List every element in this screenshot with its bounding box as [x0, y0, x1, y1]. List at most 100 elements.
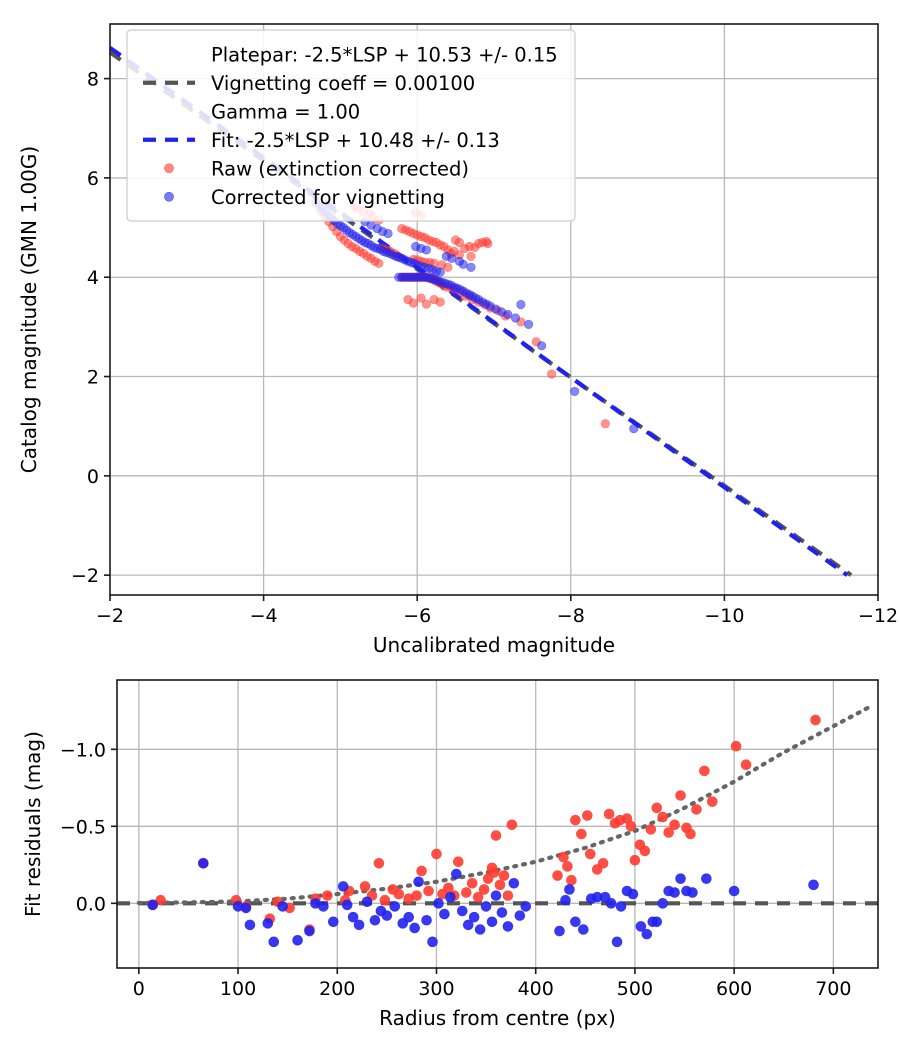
- data-point: [381, 910, 393, 921]
- data-point: [480, 901, 492, 912]
- data-point: [730, 740, 742, 752]
- data-point: [318, 901, 329, 912]
- data-point: [810, 714, 821, 726]
- bottom-axes: 0 100 200 300 400 500 600 700 0.0 −0.5 −1.0 Radius …: [21, 679, 879, 1030]
- data-point: [701, 873, 712, 884]
- plot-line: [108, 46, 849, 577]
- data-point: [441, 251, 451, 261]
- data-point: [578, 924, 589, 935]
- data-point: [359, 881, 371, 892]
- data-point: [292, 934, 303, 946]
- x-tick-label: −10: [704, 605, 744, 627]
- data-point: [411, 890, 422, 901]
- data-point: [431, 848, 442, 860]
- data-point: [478, 884, 490, 895]
- data-point: [277, 901, 288, 912]
- x-tick-label: 600: [716, 978, 752, 1000]
- data-point: [361, 896, 373, 908]
- y-tick-label: −1.0: [60, 739, 106, 761]
- data-point: [409, 922, 420, 934]
- data-point: [651, 802, 663, 814]
- data-point: [416, 293, 426, 303]
- plot-line: [136, 705, 871, 906]
- data-point: [516, 299, 526, 310]
- x-tick-label: −2: [96, 605, 124, 627]
- data-point: [657, 811, 668, 823]
- data-point: [570, 814, 581, 826]
- x-axis-title: Radius from centre (px): [379, 1006, 616, 1030]
- data-point: [707, 796, 718, 807]
- data-point: [468, 911, 480, 923]
- x-tick-label: −4: [250, 605, 278, 627]
- data-point: [458, 259, 468, 269]
- data-point: [466, 262, 476, 272]
- data-point: [570, 386, 580, 397]
- data-point: [403, 294, 413, 305]
- x-tick-label: −8: [557, 605, 585, 627]
- data-point: [413, 876, 424, 888]
- data-point: [558, 851, 569, 863]
- data-point: [268, 936, 280, 948]
- data-point: [466, 251, 476, 261]
- data-point: [353, 919, 365, 931]
- data-point: [502, 890, 514, 901]
- data-point: [546, 369, 557, 379]
- data-point: [564, 884, 575, 895]
- legend-entry-label: Corrected for vignetting: [211, 186, 445, 209]
- x-tick-label: 0: [133, 978, 145, 1000]
- data-point: [645, 824, 657, 835]
- data-point: [508, 877, 520, 889]
- data-point: [451, 868, 462, 880]
- data-point: [502, 921, 514, 932]
- data-point: [685, 828, 696, 840]
- data-point: [699, 765, 710, 777]
- legend-entry-label: Vignetting coeff = 0.00100: [211, 72, 475, 95]
- data-point: [427, 936, 438, 948]
- x-tick-label: 200: [319, 978, 355, 1000]
- data-point: [635, 921, 647, 932]
- x-tick-label: 400: [518, 978, 554, 1000]
- y-axis-title: Catalog magnitude (GMN 1.00G): [17, 146, 41, 473]
- data-point: [147, 899, 159, 911]
- data-point: [523, 319, 534, 329]
- data-point: [347, 911, 359, 923]
- data-point: [490, 830, 502, 841]
- data-point: [581, 810, 593, 821]
- x-tick-label: 300: [418, 978, 454, 1000]
- data-point: [600, 419, 610, 429]
- data-point: [651, 916, 663, 928]
- data-point: [416, 865, 427, 877]
- data-point: [488, 867, 500, 878]
- data-point: [322, 890, 333, 901]
- data-point: [687, 887, 698, 898]
- data-point: [421, 914, 432, 926]
- data-point: [611, 936, 623, 948]
- legend-entry-label: Gamma = 1.00: [211, 100, 360, 123]
- y-tick-label: 2: [87, 367, 99, 389]
- y-tick-label: 0.0: [76, 893, 106, 915]
- legend-entry-label: Raw (extinction corrected): [211, 157, 469, 180]
- data-point: [327, 916, 339, 928]
- data-point: [675, 873, 686, 884]
- data-point: [625, 821, 637, 832]
- data-point: [669, 819, 680, 831]
- data-point: [560, 894, 571, 906]
- y-tick-label: 6: [87, 168, 99, 190]
- data-point: [641, 928, 653, 940]
- data-point: [566, 874, 577, 886]
- y-tick-label: 4: [87, 267, 99, 289]
- data-point: [240, 902, 252, 914]
- data-point: [394, 272, 404, 282]
- data-point: [498, 870, 510, 881]
- axes-frame: [116, 679, 879, 969]
- data-point: [506, 819, 518, 831]
- data-point: [421, 299, 432, 309]
- data-point: [629, 854, 641, 866]
- data-point: [486, 916, 498, 928]
- data-point: [453, 856, 464, 868]
- data-point: [514, 910, 526, 921]
- y-tick-label: −0.5: [60, 816, 106, 838]
- data-point: [483, 238, 493, 249]
